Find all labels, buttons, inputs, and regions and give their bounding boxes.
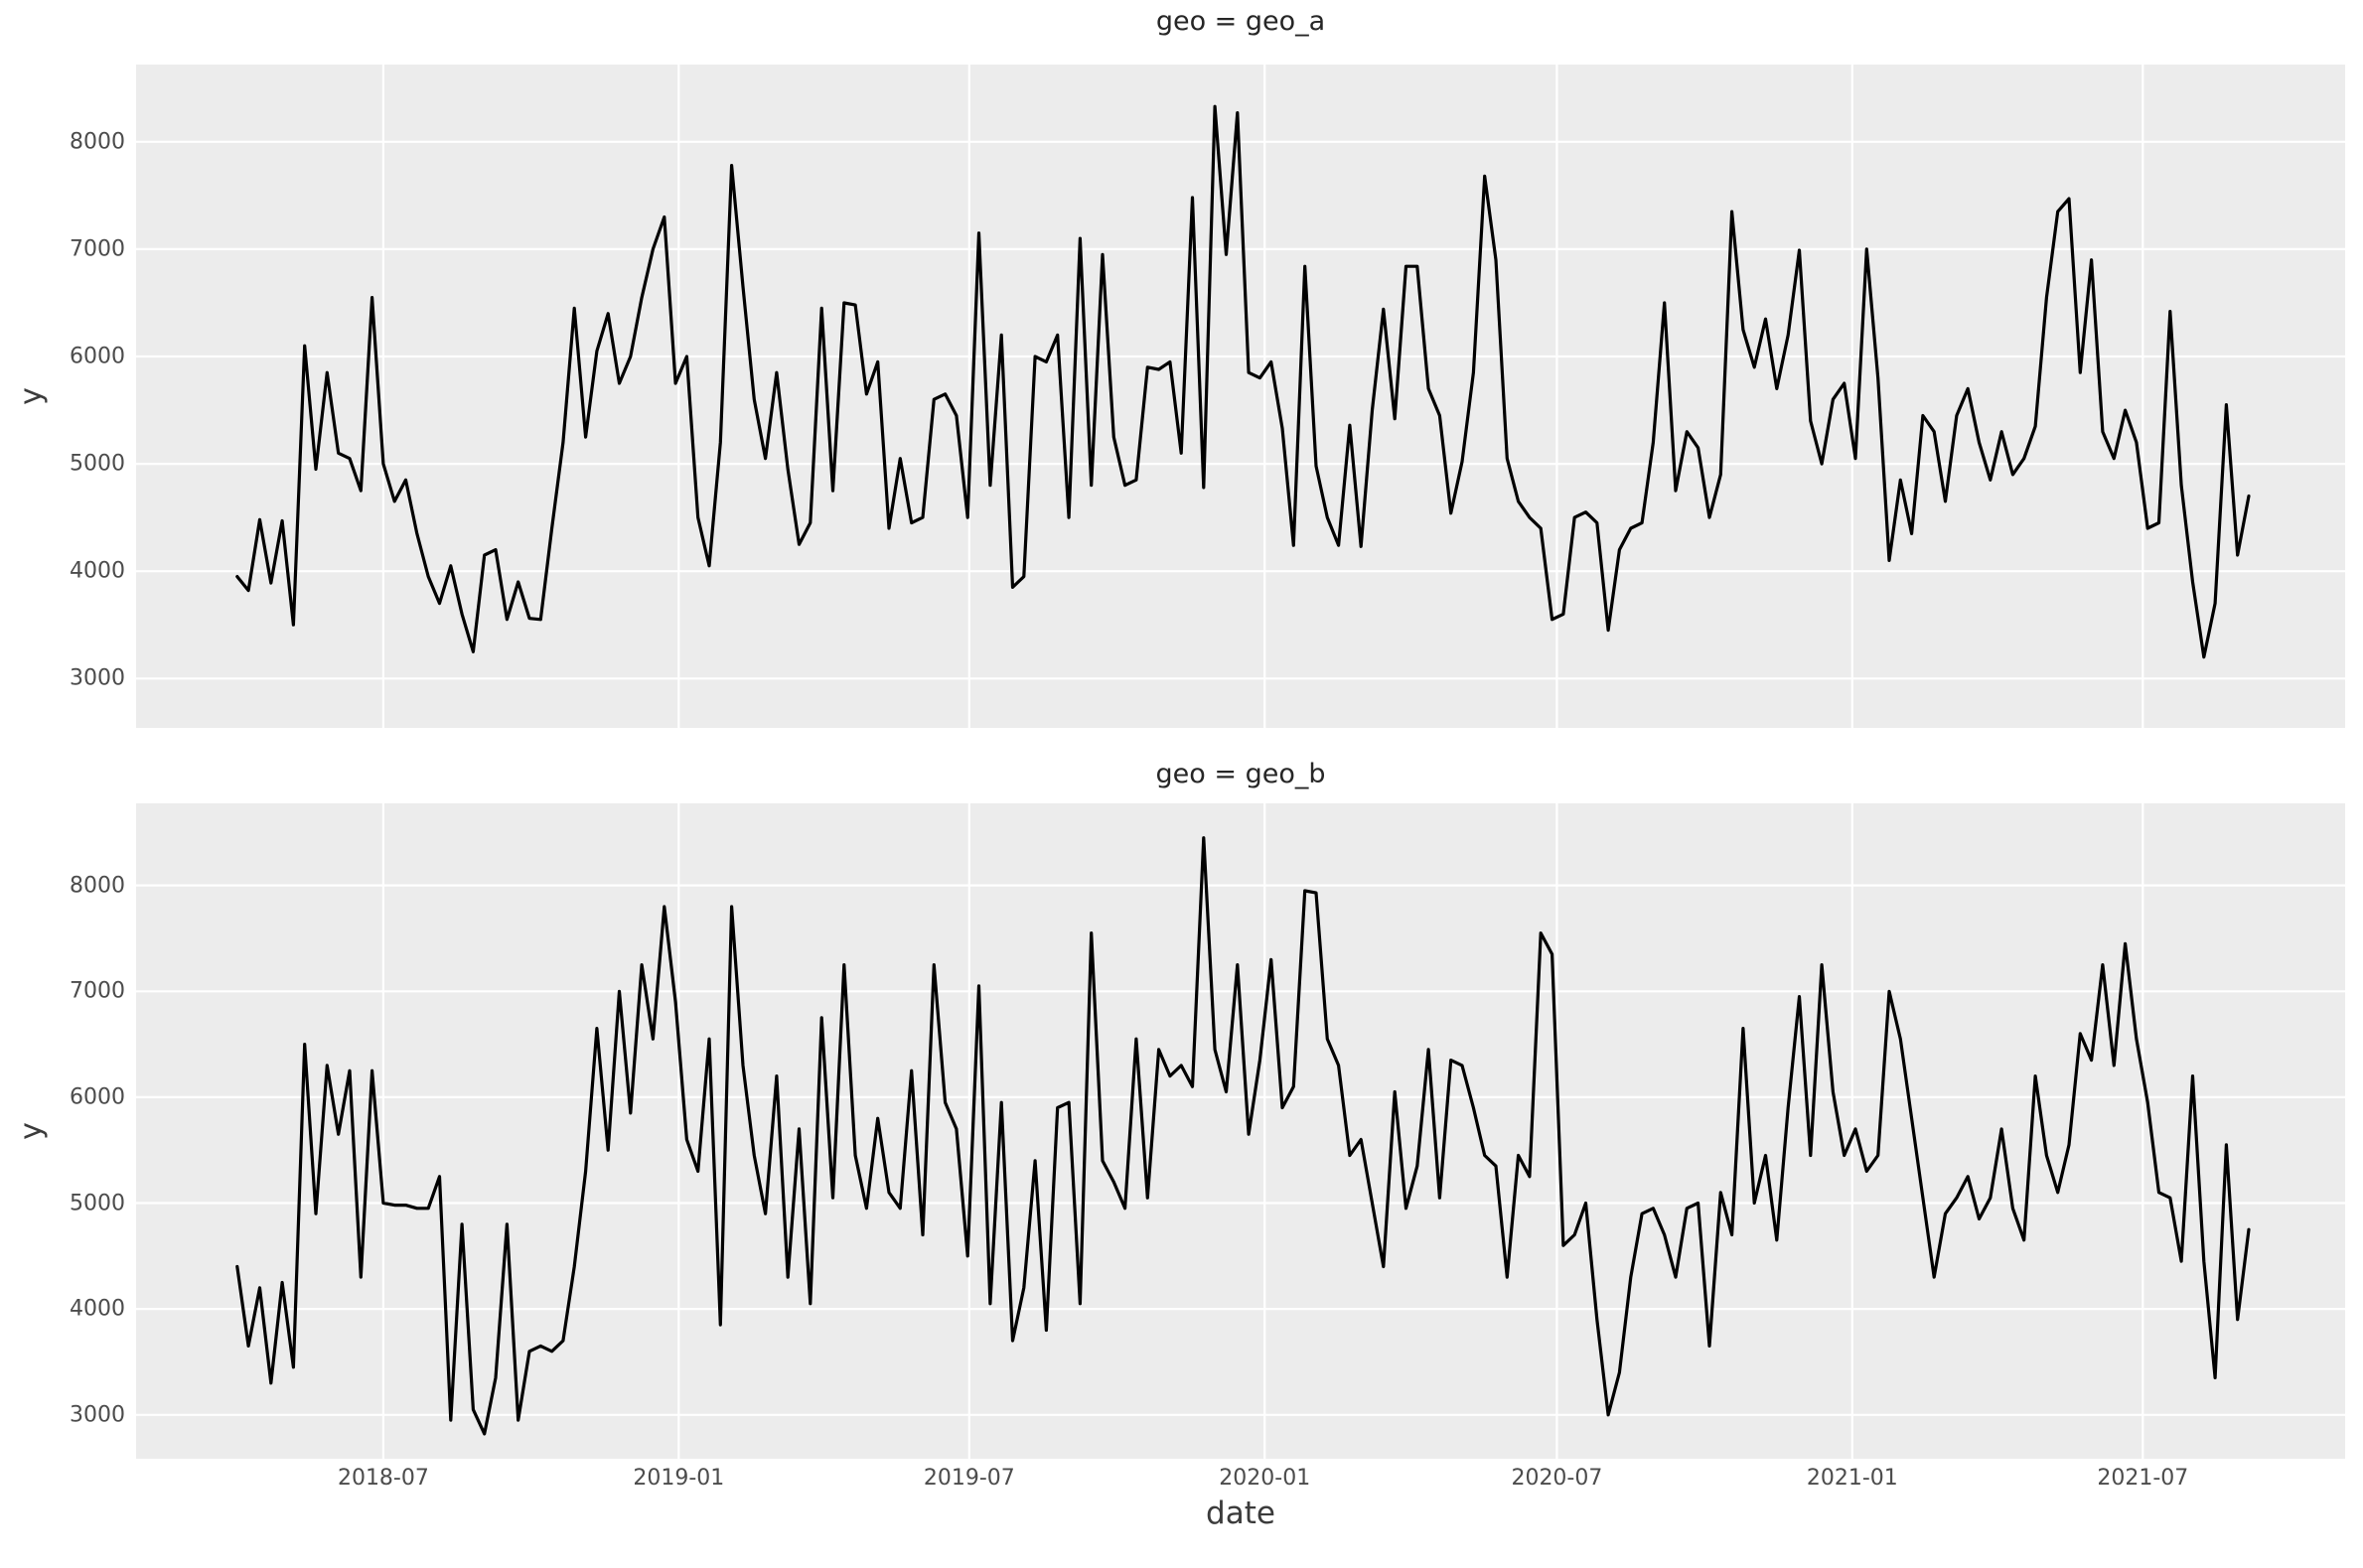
x-tick-label: 2019-07 xyxy=(923,1466,1015,1491)
y-tick-label: 8000 xyxy=(70,129,125,155)
y-tick-label: 7000 xyxy=(70,978,125,1004)
y-tick-label: 6000 xyxy=(70,344,125,369)
y-tick-label: 5000 xyxy=(70,1191,125,1215)
y-tick-label: 6000 xyxy=(70,1084,125,1110)
x-tick-label: 2020-07 xyxy=(1511,1466,1603,1491)
y-tick-label: 7000 xyxy=(70,236,125,262)
facet-title-geo-b: geo = geo_b xyxy=(1155,759,1326,789)
y-tick-label: 8000 xyxy=(70,873,125,899)
x-tick-label: 2021-01 xyxy=(1806,1466,1898,1491)
y-tick-label: 3000 xyxy=(70,665,125,691)
y-tick-label: 3000 xyxy=(70,1402,125,1428)
y-axis-label-bottom: y xyxy=(14,1122,49,1140)
y-tick-label: 5000 xyxy=(70,451,125,477)
facet-title-geo-a: geo = geo_a xyxy=(1155,6,1326,37)
x-tick-label: 2021-07 xyxy=(2097,1466,2189,1491)
x-axis-label: date xyxy=(1206,1496,1275,1531)
facet-panel-geo-b xyxy=(136,803,2345,1459)
y-tick-label: 4000 xyxy=(70,1296,125,1322)
x-tick-label: 2020-01 xyxy=(1219,1466,1311,1491)
y-axis-label-top: y xyxy=(14,387,49,405)
series-line-y xyxy=(235,104,2251,659)
y-tick-label: 4000 xyxy=(70,558,125,584)
series-line-y xyxy=(235,836,2251,1436)
x-tick-label: 2019-01 xyxy=(633,1466,725,1491)
x-tick-label: 2018-07 xyxy=(337,1466,429,1491)
facet-panel-geo-a xyxy=(136,65,2345,728)
